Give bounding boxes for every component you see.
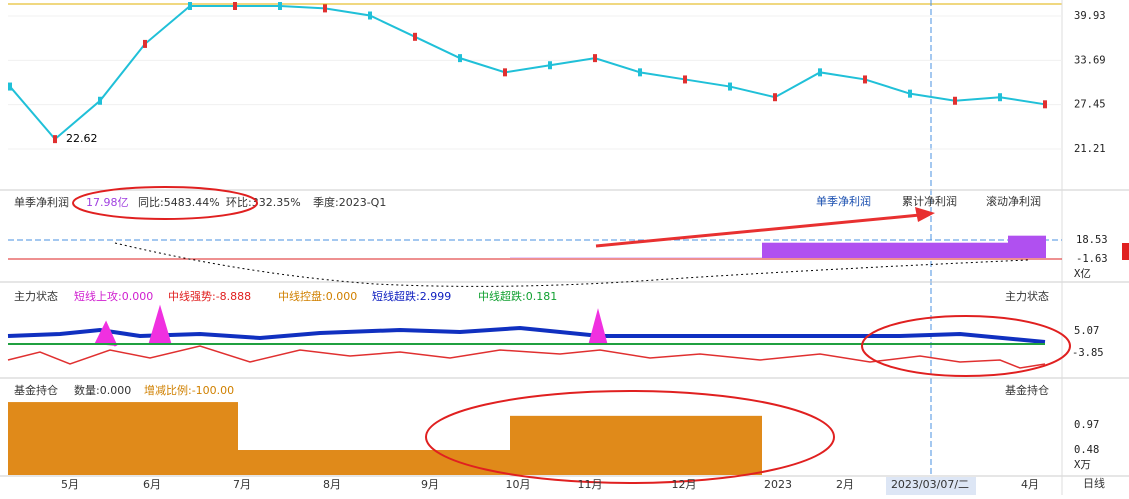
qoq: 环比:332.35% (226, 196, 301, 209)
candle (953, 97, 957, 105)
tab[interactable]: 滚动净利润 (986, 194, 1041, 208)
yoy: 同比:5483.44% (138, 196, 220, 209)
axis-label: 0.97 (1074, 419, 1099, 431)
candle (773, 93, 777, 101)
indicator: 短线上攻:0.000 (74, 289, 153, 303)
profit-bar (762, 243, 1008, 258)
x-tick-label: 9月 (421, 478, 439, 491)
tab[interactable]: 累计净利润 (902, 194, 957, 208)
count: 数量:0.000 (74, 384, 131, 397)
x-tick-label: 5月 (61, 478, 79, 491)
y-tick-label: 21.21 (1074, 143, 1106, 155)
candle (818, 68, 822, 76)
edge-marker (1122, 243, 1129, 260)
x-tick-label: 11月 (578, 478, 603, 491)
axis-label: -1.63 (1076, 253, 1108, 265)
x-tick-label: 2月 (836, 478, 854, 491)
y-tick-label: 33.69 (1074, 54, 1106, 66)
indicator: 中线超跌:0.181 (478, 289, 557, 303)
fund-bar (510, 416, 762, 475)
x-tick-label: 2023/03/07/二 (891, 478, 969, 491)
x-tick-label: 8月 (323, 478, 341, 491)
candle (998, 93, 1002, 101)
x-tick-label: 12月 (672, 478, 697, 491)
candle (908, 90, 912, 98)
low-label: 22.62 (66, 132, 98, 145)
candle (143, 40, 147, 48)
indicator: 短线超跌:2.999 (372, 289, 451, 303)
candle (8, 83, 12, 91)
candle (458, 54, 462, 62)
axis-label: 0.48 (1074, 444, 1099, 456)
ratio: 增减比例:-100.00 (144, 383, 234, 397)
candle (1043, 100, 1047, 108)
axis-label: -3.85 (1072, 347, 1104, 359)
candle (53, 135, 57, 143)
indicator: 中线控盘:0.000 (278, 289, 357, 303)
panel-title: 主力状态 (14, 289, 58, 303)
candle (233, 2, 237, 10)
quarter: 季度:2023-Q1 (313, 195, 386, 209)
candle (548, 61, 552, 69)
x-tick-label: 6月 (143, 478, 161, 491)
x-tick-label: 4月 (1021, 478, 1039, 491)
candle (188, 2, 192, 10)
candle (278, 2, 282, 10)
candle (863, 75, 867, 83)
candle (323, 4, 327, 12)
profit-bar (1008, 236, 1046, 258)
profit-value: 17.98亿 (86, 196, 129, 209)
panel-title: 基金持仓 (14, 383, 58, 397)
candle (368, 12, 372, 20)
tab[interactable]: 单季净利润 (816, 194, 871, 208)
candle (683, 75, 687, 83)
candle (728, 83, 732, 91)
y-tick-label: 39.93 (1074, 10, 1106, 22)
period[interactable]: 日线 (1083, 476, 1105, 490)
y-tick-label: 27.45 (1074, 99, 1106, 111)
x-tick-label: 2023 (764, 478, 792, 491)
panel-right-title: 主力状态 (1005, 289, 1049, 303)
candle (593, 54, 597, 62)
panel-right-title: 基金持仓 (1005, 383, 1049, 397)
indicator: 中线强势:-8.888 (168, 289, 251, 303)
x-tick-label: 7月 (233, 478, 251, 491)
x-tick-label: 10月 (506, 478, 531, 491)
candle (503, 68, 507, 76)
unit: X万 (1074, 459, 1091, 471)
panel-title: 单季净利润 (14, 195, 69, 209)
candle (413, 33, 417, 41)
axis-label: 18.53 (1076, 234, 1108, 246)
unit: X亿 (1074, 267, 1091, 280)
axis-label: 5.07 (1074, 325, 1099, 337)
fund-bar (8, 402, 238, 475)
fund-bar (238, 450, 510, 475)
candle (98, 97, 102, 105)
candle (638, 68, 642, 76)
